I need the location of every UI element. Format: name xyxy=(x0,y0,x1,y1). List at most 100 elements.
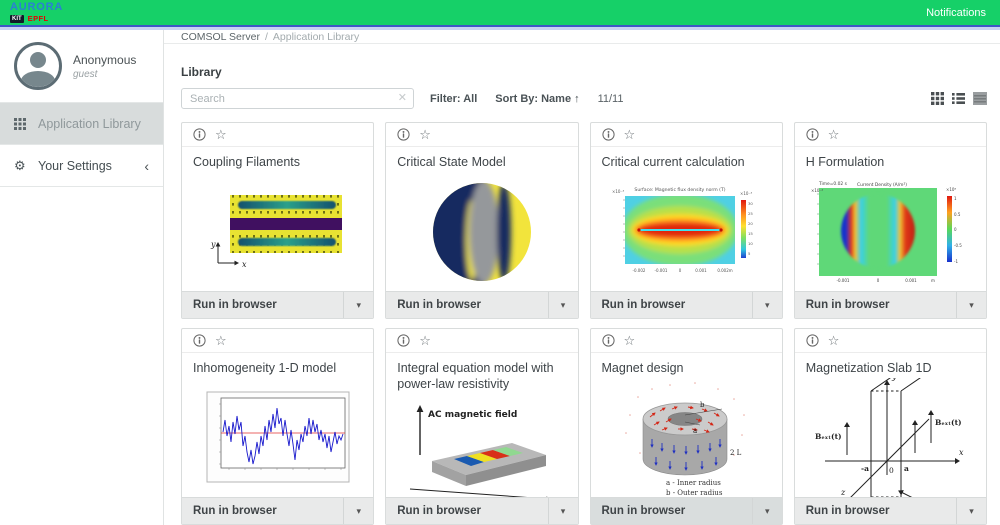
card-title: Magnetization Slab 1D xyxy=(805,361,932,375)
clear-search-icon[interactable]: ✕ xyxy=(397,92,407,104)
caret-down-icon: ▾ xyxy=(764,505,770,516)
favorite-star-icon[interactable]: ☆ xyxy=(827,333,840,348)
card-critical-current-calculation: ☆ Critical current calculation xyxy=(589,122,783,319)
logo-aurora-text: AURORA xyxy=(10,1,64,13)
neg-a-tick: -a xyxy=(861,464,869,473)
legend-line: a - Inner radius xyxy=(666,479,721,487)
inhomogeneity-thumbnail xyxy=(206,391,350,483)
y-axis-exponent: ×10⁻⁴ xyxy=(811,188,824,193)
favorite-star-icon[interactable]: ☆ xyxy=(623,127,636,142)
x-tick: -0.002 xyxy=(633,268,646,273)
b-radius-label: b xyxy=(700,401,705,409)
favorite-star-icon[interactable]: ☆ xyxy=(419,127,431,142)
run-options-dropdown[interactable]: ▾ xyxy=(751,498,782,524)
favorite-star-icon[interactable]: ☆ xyxy=(215,333,227,348)
favorite-star-icon[interactable]: ☆ xyxy=(419,333,431,348)
magnet-design-thumbnail: b a 2 L a - Inner radius b - Outer radiu… xyxy=(625,381,745,497)
grid-view-icon[interactable] xyxy=(931,92,944,105)
sort-control[interactable]: Sort By: Name ↑ xyxy=(495,93,579,105)
info-icon[interactable] xyxy=(601,334,615,347)
header-accent-stripe xyxy=(0,25,1000,27)
run-options-dropdown[interactable]: ▾ xyxy=(547,498,578,524)
info-icon[interactable] xyxy=(397,334,410,347)
card-coupling-filaments: ☆ Coupling Filaments xyxy=(181,122,375,319)
sidebar-item-your-settings[interactable]: ⚙ Your Settings ‹ xyxy=(0,145,163,187)
info-icon[interactable] xyxy=(806,334,819,347)
epfl-logo: EPFL xyxy=(27,14,49,24)
x-tick: 0 xyxy=(679,268,682,273)
time-label: Time=0.02 s xyxy=(818,181,848,187)
caret-down-icon: ▾ xyxy=(764,299,770,310)
cb-tick: 1 xyxy=(954,196,957,201)
notifications-link[interactable]: Notifications xyxy=(926,6,986,19)
breadcrumb-current: Application Library xyxy=(272,30,360,43)
detail-view-icon[interactable] xyxy=(973,92,987,105)
grid-icon xyxy=(14,117,27,130)
caret-down-icon: ▾ xyxy=(356,299,362,310)
info-icon[interactable] xyxy=(193,334,206,347)
breadcrumb-root[interactable]: COMSOL Server xyxy=(181,30,260,43)
run-options-dropdown[interactable]: ▾ xyxy=(956,292,986,318)
run-in-browser-button[interactable]: Run in browser xyxy=(805,299,890,311)
chevron-left-icon[interactable]: ‹ xyxy=(144,157,149,174)
sidebar: Anonymous guest Application Library ⚙ Yo… xyxy=(0,30,164,525)
run-options-dropdown[interactable]: ▾ xyxy=(343,292,373,318)
card-title: Magnet design xyxy=(601,361,684,375)
favorite-star-icon[interactable]: ☆ xyxy=(215,127,227,142)
integral-equation-thumbnail: AC magnetic field AC current xyxy=(409,404,549,497)
list-view-icon[interactable] xyxy=(952,92,965,105)
caret-down-icon: ▾ xyxy=(560,299,566,310)
run-options-dropdown[interactable]: ▾ xyxy=(547,292,578,318)
cb-tick: 30 xyxy=(748,201,753,206)
critical-state-model-thumbnail xyxy=(432,182,531,281)
user-avatar-icon xyxy=(14,42,62,90)
sort-ascending-icon: ↑ xyxy=(574,92,580,105)
x-tick: 0.001 xyxy=(906,278,918,283)
info-icon[interactable] xyxy=(806,128,819,141)
sidebar-item-label: Your Settings xyxy=(38,158,112,173)
breadcrumb: COMSOL Server / Application Library xyxy=(164,30,1000,44)
colorbar-exponent: ×10⁻³ xyxy=(740,191,753,196)
run-in-browser-button[interactable]: Run in browser xyxy=(601,299,686,311)
page-title: Library xyxy=(181,65,222,79)
breadcrumb-separator: / xyxy=(264,30,268,43)
favorite-star-icon[interactable]: ☆ xyxy=(623,333,636,348)
info-icon[interactable] xyxy=(397,128,410,141)
filter-control[interactable]: Filter: All xyxy=(430,92,478,105)
run-in-browser-button[interactable]: Run in browser xyxy=(193,299,277,311)
sidebar-item-application-library[interactable]: Application Library xyxy=(0,103,163,145)
cb-tick: 0 xyxy=(954,227,957,232)
gear-icon: ⚙ xyxy=(14,158,26,173)
run-in-browser-button[interactable]: Run in browser xyxy=(601,505,686,517)
info-icon[interactable] xyxy=(601,128,615,141)
search-input[interactable] xyxy=(181,88,414,109)
card-title: Critical current calculation xyxy=(601,155,745,169)
run-in-browser-button[interactable]: Run in browser xyxy=(397,505,481,517)
application-cards-grid: ☆ Coupling Filaments xyxy=(181,122,987,525)
card-title: Critical State Model xyxy=(397,155,506,169)
caret-down-icon: ▾ xyxy=(356,505,362,516)
x-tick: 0.002m xyxy=(717,268,732,273)
cb-tick: 5 xyxy=(748,251,751,256)
run-options-dropdown[interactable]: ▾ xyxy=(956,498,986,524)
run-options-dropdown[interactable]: ▾ xyxy=(343,498,373,524)
user-panel: Anonymous guest xyxy=(0,30,163,103)
run-in-browser-button[interactable]: Run in browser xyxy=(805,505,890,517)
coupling-filaments-thumbnail: y x xyxy=(210,194,342,269)
caret-down-icon: ▾ xyxy=(969,505,974,516)
b-ext-label-left: Bₑₓₜ(t) xyxy=(815,432,842,441)
x-tick: -0.001 xyxy=(655,268,668,273)
favorite-star-icon[interactable]: ☆ xyxy=(827,127,840,142)
caret-down-icon: ▾ xyxy=(969,299,974,310)
kit-logo: KIT xyxy=(10,15,24,23)
cb-tick: 25 xyxy=(748,211,753,216)
info-icon[interactable] xyxy=(193,128,206,141)
run-in-browser-button[interactable]: Run in browser xyxy=(397,299,481,311)
card-critical-state-model: ☆ Critical State Model xyxy=(385,122,579,319)
card-title: H Formulation xyxy=(805,155,885,169)
run-options-dropdown[interactable]: ▾ xyxy=(751,292,782,318)
h-formulation-thumbnail: Time=0.02 s Current Density (A/m²) ×10⁻⁴… xyxy=(811,181,962,283)
run-in-browser-button[interactable]: Run in browser xyxy=(193,505,277,517)
cb-tick: -0.5 xyxy=(954,243,962,248)
plot-title: Surface: Magnetic flux density norm (T) xyxy=(635,187,726,193)
